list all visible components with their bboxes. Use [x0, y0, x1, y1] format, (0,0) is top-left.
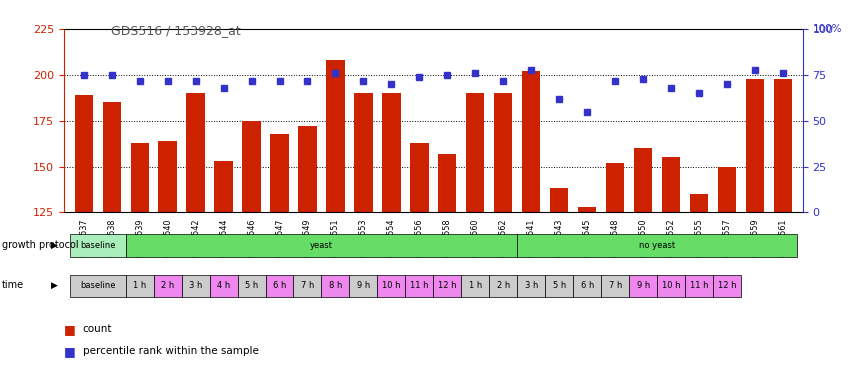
Bar	[377, 274, 405, 297]
Text: 12 h: 12 h	[717, 281, 735, 290]
Text: 9 h: 9 h	[357, 281, 369, 290]
Bar	[409, 143, 428, 212]
Bar	[70, 274, 125, 297]
Text: 11 h: 11 h	[409, 281, 428, 290]
Bar	[438, 154, 456, 212]
Bar	[354, 93, 372, 212]
Text: 6 h: 6 h	[580, 281, 594, 290]
Bar	[517, 274, 545, 297]
Bar	[494, 93, 512, 212]
Bar	[746, 79, 763, 212]
Text: yeast: yeast	[310, 241, 333, 250]
Bar	[265, 274, 293, 297]
Bar	[326, 60, 344, 212]
Text: 7 h: 7 h	[300, 281, 314, 290]
Bar	[689, 194, 707, 212]
Bar	[489, 274, 517, 297]
Text: ▶: ▶	[51, 281, 58, 290]
Bar	[601, 274, 629, 297]
Bar	[159, 141, 177, 212]
Bar	[684, 274, 712, 297]
Text: 10 h: 10 h	[382, 281, 400, 290]
Bar	[773, 79, 792, 212]
Text: baseline: baseline	[80, 241, 115, 250]
Text: ■: ■	[64, 323, 76, 336]
Text: 2 h: 2 h	[496, 281, 509, 290]
Text: 10 h: 10 h	[661, 281, 680, 290]
Bar	[466, 93, 484, 212]
Text: 5 h: 5 h	[245, 281, 258, 290]
Bar	[125, 274, 154, 297]
Bar	[433, 274, 461, 297]
Bar	[405, 274, 433, 297]
Bar	[349, 274, 377, 297]
Bar	[242, 121, 260, 212]
Bar	[657, 274, 684, 297]
Text: 8 h: 8 h	[328, 281, 342, 290]
Bar	[293, 274, 321, 297]
Text: GDS516 / 153928_at: GDS516 / 153928_at	[111, 24, 241, 37]
Bar	[70, 234, 125, 257]
Bar	[517, 234, 796, 257]
Bar	[125, 234, 517, 257]
Text: 1 h: 1 h	[133, 281, 146, 290]
Bar	[270, 134, 288, 212]
Bar	[131, 143, 148, 212]
Text: 12 h: 12 h	[438, 281, 456, 290]
Text: time: time	[2, 280, 24, 291]
Text: 2 h: 2 h	[160, 281, 174, 290]
Bar	[522, 71, 540, 212]
Text: 11 h: 11 h	[689, 281, 708, 290]
Bar	[321, 274, 349, 297]
Bar	[634, 148, 652, 212]
Text: 6 h: 6 h	[272, 281, 286, 290]
Bar	[549, 188, 568, 212]
Text: no yeast: no yeast	[638, 241, 675, 250]
Bar	[298, 126, 316, 212]
Text: 7 h: 7 h	[608, 281, 621, 290]
Text: ▶: ▶	[51, 241, 58, 250]
Bar	[545, 274, 572, 297]
Text: 9 h: 9 h	[635, 281, 649, 290]
Bar	[214, 161, 232, 212]
Text: 1 h: 1 h	[468, 281, 481, 290]
Text: 3 h: 3 h	[524, 281, 537, 290]
Bar	[606, 163, 624, 212]
Text: 100%: 100%	[812, 24, 842, 34]
Bar	[629, 274, 657, 297]
Text: 5 h: 5 h	[552, 281, 566, 290]
Text: 3 h: 3 h	[189, 281, 202, 290]
Text: count: count	[83, 324, 113, 335]
Bar	[154, 274, 182, 297]
Bar	[74, 95, 93, 212]
Text: ■: ■	[64, 345, 76, 358]
Bar	[209, 274, 237, 297]
Text: growth protocol: growth protocol	[2, 240, 78, 250]
Bar	[661, 157, 680, 212]
Bar	[182, 274, 209, 297]
Bar	[382, 93, 400, 212]
Text: baseline: baseline	[80, 281, 115, 290]
Bar	[186, 93, 205, 212]
Text: percentile rank within the sample: percentile rank within the sample	[83, 346, 258, 356]
Bar	[102, 102, 120, 212]
Bar	[461, 274, 489, 297]
Bar	[717, 167, 735, 212]
Bar	[712, 274, 740, 297]
Bar	[577, 207, 595, 212]
Bar	[237, 274, 265, 297]
Bar	[572, 274, 601, 297]
Text: 4 h: 4 h	[217, 281, 230, 290]
